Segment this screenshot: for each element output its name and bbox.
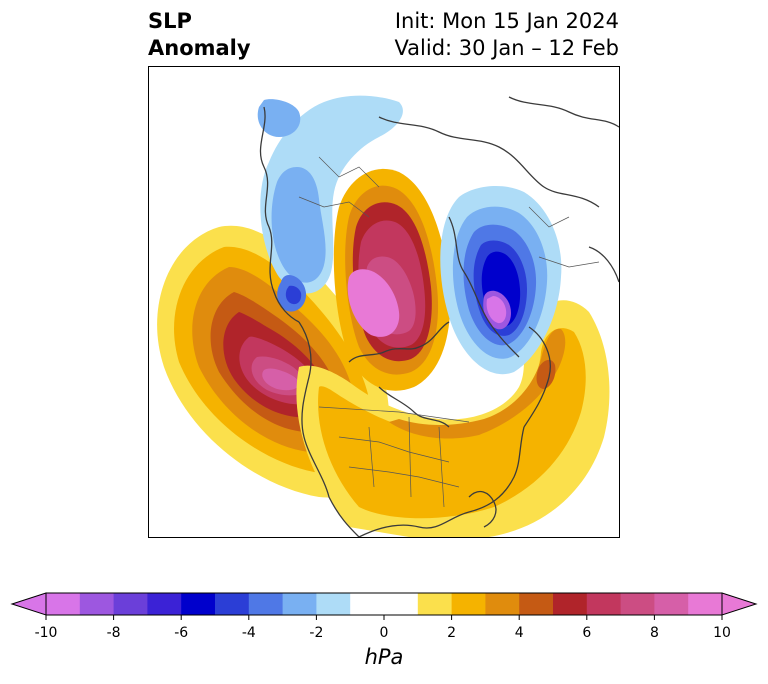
colorbar-cell — [215, 593, 250, 615]
colorbar-cell — [620, 593, 655, 615]
colorbar-cell — [384, 593, 419, 615]
colorbar-tick-label: -10 — [35, 625, 58, 641]
colorbar-unit: hPa — [364, 645, 404, 669]
colorbar-tick-label: 2 — [447, 625, 456, 641]
colorbar-cell — [282, 593, 317, 615]
asia-negative-anomaly — [257, 95, 403, 312]
colorbar-tick-label: 10 — [713, 625, 731, 641]
colorbar-tick-label: 4 — [515, 625, 524, 641]
init-date: Init: Mon 15 Jan 2024 — [394, 9, 619, 33]
colorbar-cell — [451, 593, 486, 615]
colorbar-cell — [79, 593, 115, 615]
colorbar-cell — [248, 593, 284, 615]
colorbar-tick-label: -8 — [107, 625, 121, 641]
colorbar-cell — [417, 593, 453, 615]
arctic-positive-anomaly — [333, 168, 451, 391]
colorbar-cell — [147, 593, 182, 615]
slp-anomaly-map — [148, 66, 620, 538]
forecast-dates: Init: Mon 15 Jan 2024 Valid: 30 Jan – 12… — [394, 8, 619, 62]
colorbar-ticks: -10 -8 -6 -4 -2 0 2 4 6 8 10 — [35, 615, 731, 641]
colorbar-under-arrow — [10, 592, 47, 616]
colorbar-cell — [688, 593, 723, 615]
colorbar: -10 -8 -6 -4 -2 0 2 4 6 8 10 — [10, 592, 758, 641]
valid-range: Valid: 30 Jan – 12 Feb — [394, 36, 619, 60]
colorbar-cell — [654, 593, 689, 615]
colorbar-cell — [316, 593, 351, 615]
title-line-1: SLP — [148, 9, 192, 33]
colorbar-tick-label: 6 — [582, 625, 591, 641]
colorbar-cell — [113, 593, 148, 615]
colorbar-tick-label: -4 — [242, 625, 256, 641]
colorbar-cell — [350, 593, 385, 615]
colorbar-cell — [553, 593, 588, 615]
europe-negative-anomaly — [440, 185, 562, 375]
colorbar-cell — [485, 593, 520, 615]
map-canvas — [157, 95, 619, 537]
colorbar-tick-label: -2 — [309, 625, 323, 641]
colorbar-cells — [10, 592, 758, 616]
colorbar-cell — [586, 593, 622, 615]
colorbar-cell — [181, 593, 216, 615]
colorbar-over-arrow — [721, 592, 758, 616]
colorbar-cell — [46, 593, 81, 615]
colorbar-tick-label: 0 — [380, 625, 389, 641]
title-line-2: Anomaly — [148, 36, 251, 60]
coastlines — [259, 96, 619, 537]
colorbar-tick-label: -6 — [174, 625, 188, 641]
colorbar-cell — [519, 593, 554, 615]
map-title: SLP Anomaly — [148, 8, 251, 62]
colorbar-tick-label: 8 — [650, 625, 659, 641]
borders — [298, 156, 600, 508]
